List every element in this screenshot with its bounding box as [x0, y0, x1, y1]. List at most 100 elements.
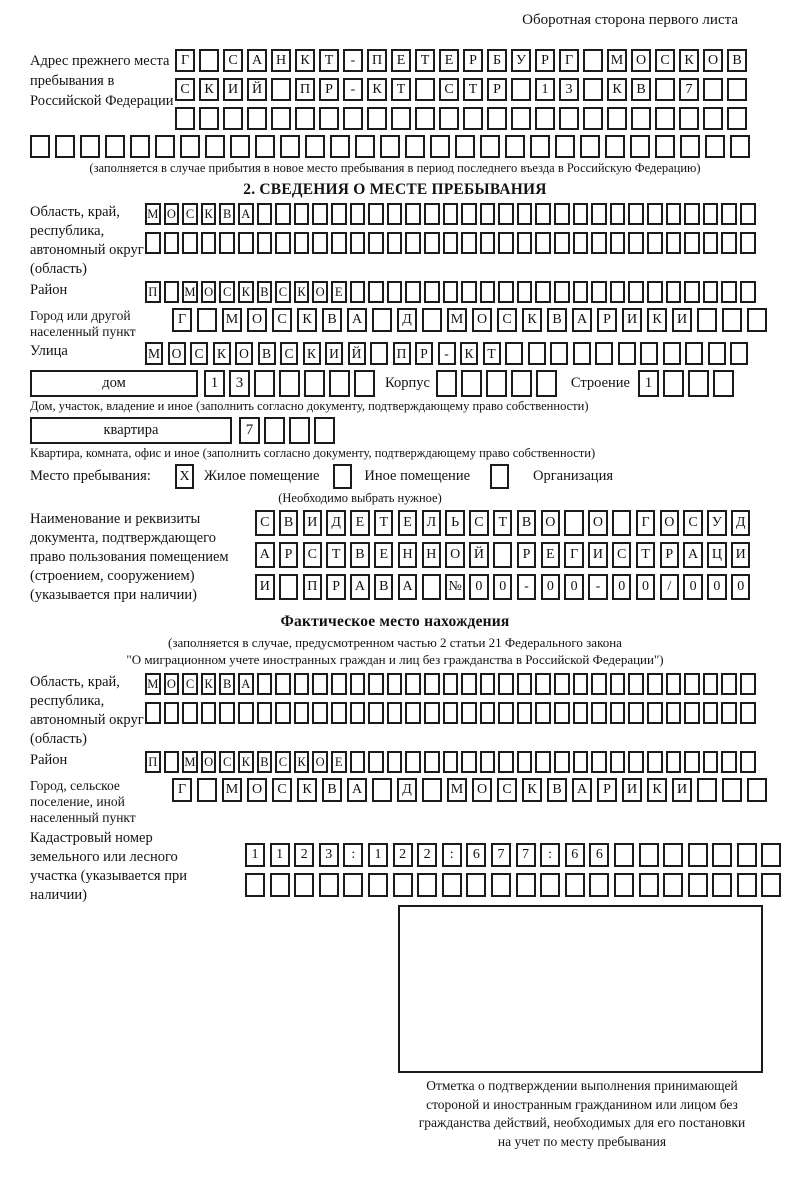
char-box[interactable] [479, 673, 496, 695]
char-box[interactable] [367, 873, 388, 897]
char-box[interactable]: О [540, 510, 561, 536]
char-box[interactable] [555, 135, 575, 158]
char-box[interactable] [702, 673, 719, 695]
char-box[interactable]: А [247, 49, 267, 72]
char-box[interactable] [572, 751, 589, 773]
char-box[interactable] [736, 873, 757, 897]
char-box[interactable]: С [497, 778, 517, 802]
char-box[interactable] [278, 574, 299, 600]
char-box[interactable] [435, 370, 457, 397]
char-box[interactable] [638, 843, 659, 867]
char-box[interactable]: К [293, 751, 310, 773]
char-box[interactable] [647, 673, 663, 695]
char-box[interactable]: Д [397, 778, 417, 802]
char-box[interactable]: Н [397, 542, 418, 568]
char-box[interactable]: М [145, 342, 163, 365]
char-box[interactable] [391, 107, 411, 130]
char-box[interactable] [559, 107, 579, 130]
char-box[interactable]: И [223, 78, 243, 101]
char-box[interactable] [535, 370, 557, 397]
char-box[interactable] [628, 281, 645, 303]
char-box[interactable] [730, 135, 750, 158]
char-box[interactable]: О [703, 49, 723, 72]
char-box[interactable]: С [175, 78, 195, 101]
char-box[interactable] [247, 107, 267, 130]
char-box[interactable]: Ц [707, 542, 727, 568]
char-box[interactable] [349, 232, 366, 254]
char-box[interactable] [679, 107, 699, 130]
char-box[interactable]: К [237, 751, 254, 773]
char-box[interactable]: 0 [469, 574, 489, 600]
char-box[interactable]: М [607, 49, 627, 72]
char-box[interactable] [368, 232, 384, 254]
char-box[interactable]: К [522, 778, 542, 802]
char-box[interactable] [583, 78, 603, 101]
char-box[interactable] [264, 417, 285, 444]
char-box[interactable] [279, 370, 300, 397]
char-box[interactable]: Г [172, 778, 192, 802]
char-box[interactable] [269, 873, 290, 897]
char-box[interactable]: Р [597, 308, 617, 332]
char-box[interactable] [697, 308, 717, 332]
char-box[interactable] [466, 873, 487, 897]
char-box[interactable]: - [516, 574, 537, 600]
char-box[interactable] [687, 873, 708, 897]
char-box[interactable]: И [255, 574, 275, 600]
char-box[interactable]: 2 [417, 843, 438, 867]
char-box[interactable]: С [655, 49, 675, 72]
char-box[interactable] [702, 232, 719, 254]
char-box[interactable]: Г [635, 510, 656, 536]
char-box[interactable]: Н [421, 542, 442, 568]
char-box[interactable]: И [622, 778, 642, 802]
char-box[interactable] [386, 673, 403, 695]
char-box[interactable] [417, 873, 438, 897]
char-box[interactable]: М [222, 308, 242, 332]
char-box[interactable]: В [727, 49, 747, 72]
char-box[interactable]: А [572, 778, 592, 802]
char-box[interactable] [368, 702, 384, 724]
char-box[interactable] [631, 107, 651, 130]
char-box[interactable] [730, 342, 748, 365]
char-box[interactable]: О [659, 510, 680, 536]
char-box[interactable]: 6 [589, 843, 610, 867]
char-box[interactable] [423, 702, 440, 724]
char-box[interactable] [271, 107, 291, 130]
char-box[interactable]: В [256, 751, 273, 773]
char-box[interactable] [550, 342, 568, 365]
char-box[interactable] [30, 135, 50, 158]
char-box[interactable]: Д [397, 308, 417, 332]
char-box[interactable]: М [447, 778, 467, 802]
char-box[interactable] [182, 702, 198, 724]
char-box[interactable]: А [347, 778, 367, 802]
char-box[interactable] [405, 281, 421, 303]
char-box[interactable] [372, 308, 392, 332]
char-box[interactable]: У [707, 510, 727, 536]
char-box[interactable] [647, 281, 663, 303]
char-box[interactable] [55, 135, 75, 158]
char-box[interactable] [423, 203, 440, 225]
char-box[interactable]: О [247, 308, 267, 332]
char-box[interactable] [199, 49, 219, 72]
char-box[interactable] [647, 751, 663, 773]
char-box[interactable]: М [182, 751, 198, 773]
char-box[interactable]: П [367, 49, 387, 72]
char-box[interactable] [180, 135, 200, 158]
char-box[interactable]: С [223, 49, 243, 72]
char-box[interactable]: И [622, 308, 642, 332]
char-box[interactable] [422, 778, 442, 802]
char-box[interactable] [330, 135, 350, 158]
char-box[interactable] [687, 370, 709, 397]
char-box[interactable] [304, 370, 325, 397]
char-box[interactable] [163, 702, 180, 724]
char-box[interactable]: В [373, 574, 394, 600]
char-box[interactable]: С [272, 308, 292, 332]
char-box[interactable]: П [302, 574, 323, 600]
char-box[interactable] [628, 702, 645, 724]
char-box[interactable]: Р [278, 542, 299, 568]
char-box[interactable]: К [293, 281, 310, 303]
char-box[interactable]: С [275, 751, 291, 773]
char-box[interactable] [516, 702, 533, 724]
char-box[interactable]: К [522, 308, 542, 332]
char-box[interactable] [386, 281, 403, 303]
char-box[interactable]: О [163, 673, 180, 695]
